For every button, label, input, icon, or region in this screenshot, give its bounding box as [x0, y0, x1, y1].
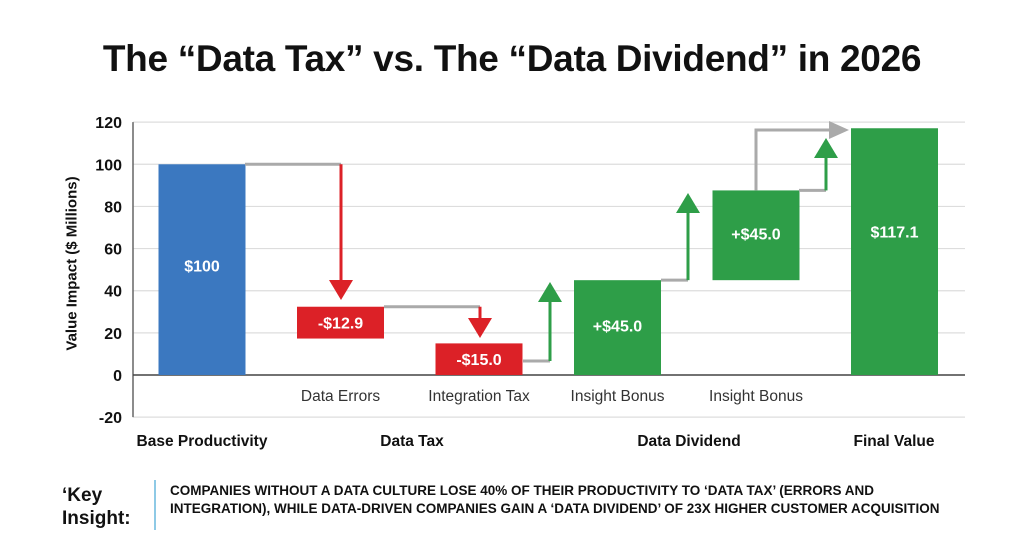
bar-value-label: $117.1: [870, 225, 918, 242]
arrow-down-icon: [329, 280, 353, 300]
arrow-up-icon: [676, 193, 700, 213]
divider: [154, 480, 156, 530]
arrow-up-icon: [814, 138, 838, 158]
arrow-right-icon: [829, 121, 849, 139]
group-label: Data Tax: [380, 433, 444, 450]
x-category-label: Insight Bonus: [571, 388, 665, 405]
total-connector-line: [754, 128, 832, 191]
y-tick-label: 60: [104, 242, 122, 259]
y-tick-label: 120: [95, 115, 122, 132]
y-axis-label: Value Impact ($ Millions): [63, 176, 81, 351]
bar-value-label: -$12.9: [318, 316, 363, 333]
x-category-label: Integration Tax: [428, 388, 530, 405]
bar-value-label: +$45.0: [731, 226, 780, 243]
key-insight-label: ‘Key Insight:: [62, 485, 131, 529]
chart-title: The “Data Tax” vs. The “Data Dividend” i…: [102, 38, 922, 79]
group-label: Data Dividend: [637, 433, 740, 450]
bar-value-label: -$15.0: [456, 352, 501, 369]
bar: [297, 306, 384, 339]
bar: [851, 128, 938, 375]
y-tick-label: 100: [95, 157, 122, 174]
arrow-up-icon: [538, 282, 562, 302]
bar: [158, 164, 246, 375]
y-tick-label: 0: [113, 368, 122, 385]
waterfall-chart: 120 100 80 60 40 20 0 -20 $100 -$12.9 Data Errors -…: [95, 115, 965, 450]
y-tick-label: 20: [104, 326, 122, 343]
key-insight-footer: ‘Key Insight: COMPANIES WITHOUT A DATA C…: [62, 480, 960, 530]
group-label: Base Productivity: [137, 433, 268, 450]
y-tick-label: -20: [99, 410, 122, 427]
bar: [574, 280, 661, 375]
bar-value-label: +$45.0: [593, 319, 642, 336]
bar: [435, 343, 523, 375]
y-tick-label: 40: [104, 284, 122, 301]
arrow-down-icon: [468, 318, 492, 338]
x-category-label: Insight Bonus: [709, 388, 803, 405]
bar: [712, 190, 800, 281]
bar-value-label: $100: [184, 259, 220, 276]
key-insight-text: COMPANIES WITHOUT A DATA CULTURE LOSE 40…: [170, 483, 940, 516]
y-tick-label: 80: [104, 199, 122, 216]
group-label: Final Value: [854, 433, 935, 450]
x-category-label: Data Errors: [301, 388, 380, 405]
